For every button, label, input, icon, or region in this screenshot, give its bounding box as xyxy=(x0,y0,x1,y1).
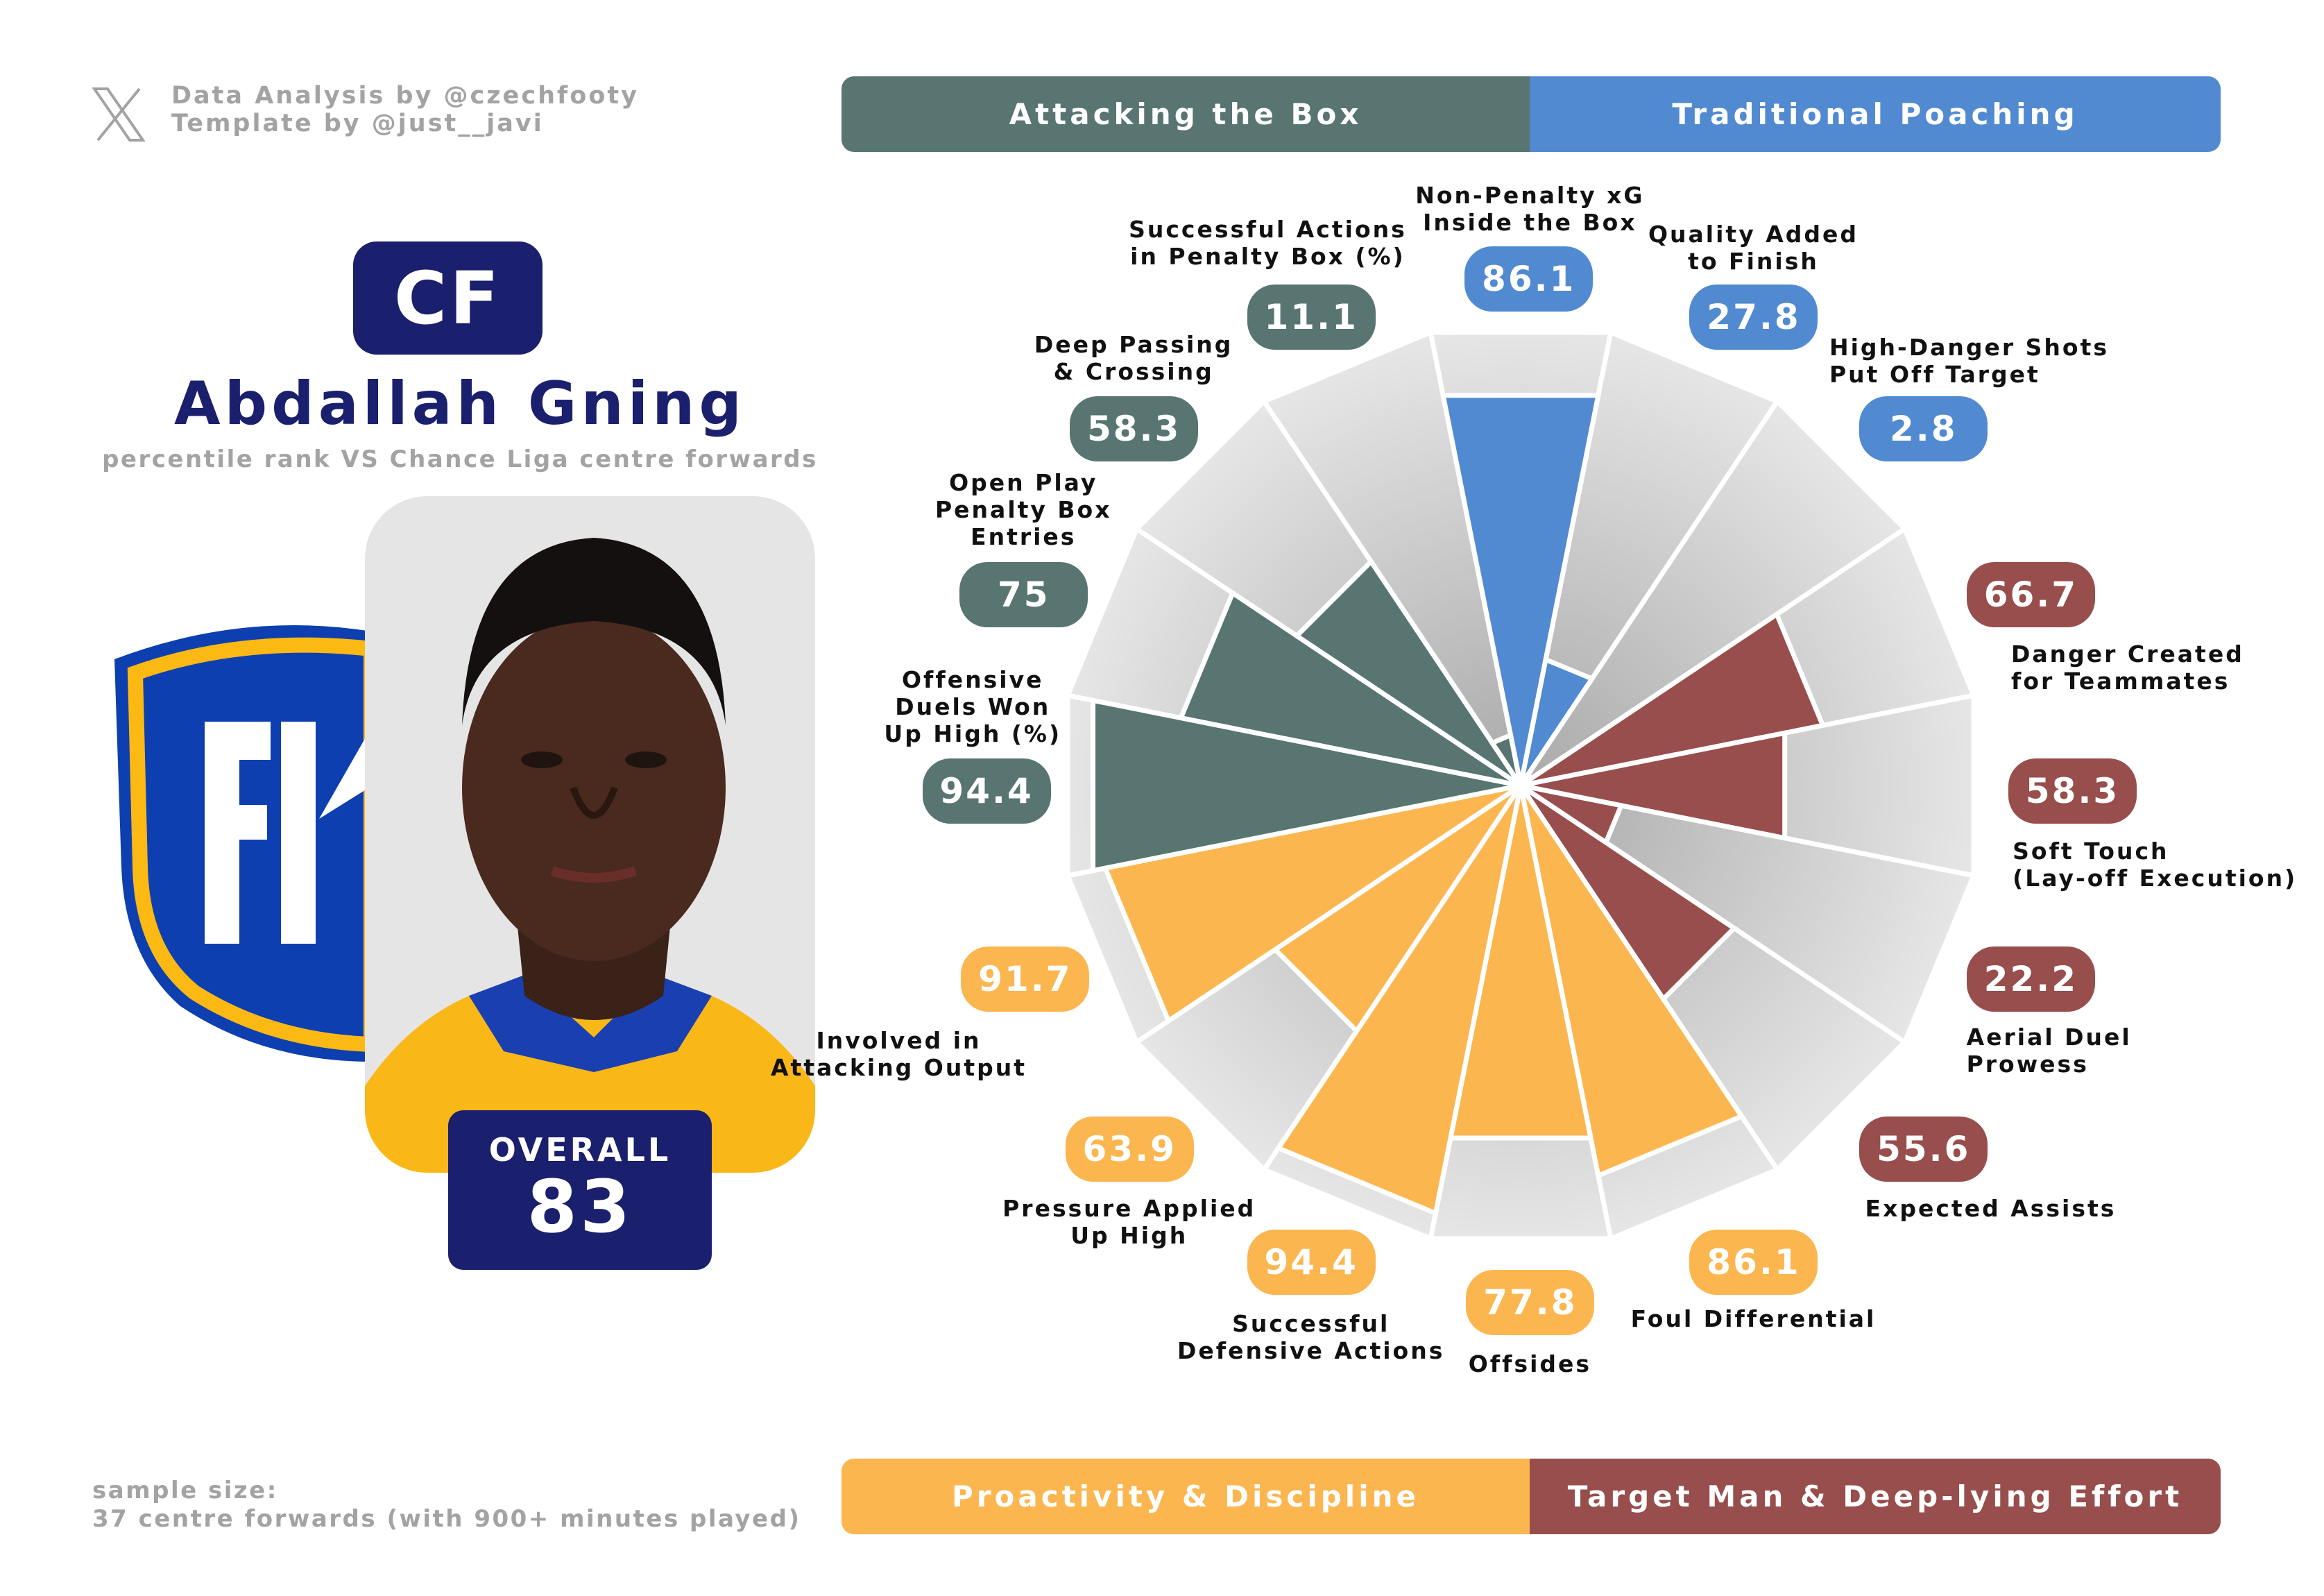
overall-label: OVERALL xyxy=(488,1131,672,1169)
metric-label: Non-Penalty xG Inside the Box xyxy=(1415,181,1645,236)
metric-label: Aerial Duel Prowess xyxy=(1966,1024,2132,1078)
metric-value-pill: 11.1 xyxy=(1247,285,1376,350)
metric-value-pill: 75 xyxy=(959,561,1088,627)
metric-label: Involved in Attacking Output xyxy=(771,1026,1027,1081)
credits: Data Analysis by @czechfooty Template by… xyxy=(171,82,639,137)
metric-value-pill: 63.9 xyxy=(1065,1116,1194,1182)
value-wedge xyxy=(1518,656,1596,787)
value-wedge xyxy=(1520,730,1788,841)
credit-analysis: Data Analysis by @czechfooty xyxy=(171,82,639,110)
metric-value-pill: 2.8 xyxy=(1859,396,1988,462)
metric-label: Offensive Duels Won Up High (%) xyxy=(884,665,1062,747)
metric-value-pill: 27.8 xyxy=(1689,285,1818,350)
category-banner-target-man: Target Man & Deep-lying Effort xyxy=(1530,1459,2221,1534)
metric-value-pill: 91.7 xyxy=(961,946,1090,1012)
metric-value-pill: 94.4 xyxy=(922,758,1051,824)
metric-value-pill: 58.3 xyxy=(2008,758,2137,824)
sample-size-label: sample size: xyxy=(92,1477,278,1504)
value-wedge xyxy=(1488,731,1523,787)
x-logo-icon xyxy=(92,87,145,142)
position-badge: CF xyxy=(353,241,542,355)
metric-label: Pressure Applied Up High xyxy=(1002,1195,1256,1250)
metric-label: Deep Passing & Crossing xyxy=(1034,330,1233,385)
sample-size: sample size: 37 centre forwards (with 90… xyxy=(92,1477,801,1534)
value-wedge xyxy=(1439,393,1602,786)
metric-label: Danger Created for Teammates xyxy=(2010,640,2244,695)
credit-template: Template by @just__javi xyxy=(171,110,544,137)
category-banner-proactivity: Proactivity & Discipline xyxy=(841,1459,1530,1534)
metric-value-pill: 58.3 xyxy=(1070,396,1199,462)
metric-label: Soft Touch (Lay-off Execution) xyxy=(2013,837,2298,892)
metric-label: Foul Differential xyxy=(1630,1305,1877,1333)
metric-value-pill: 86.1 xyxy=(1689,1229,1818,1295)
category-banner-attacking: Attacking the Box xyxy=(841,76,1530,152)
metric-label: High-Danger Shots Put Off Target xyxy=(1829,334,2110,389)
metric-value-pill: 55.6 xyxy=(1859,1116,1988,1182)
player-name: Abdallah Gning xyxy=(174,369,746,439)
metric-value-pill: 22.2 xyxy=(1966,946,2095,1012)
metric-value-pill: 77.8 xyxy=(1466,1269,1595,1335)
value-wedge xyxy=(1292,557,1523,788)
metric-value-pill: 94.4 xyxy=(1247,1229,1376,1295)
metric-label: Quality Added to Finish xyxy=(1648,220,1859,275)
subtitle: percentile rank VS Chance Liga centre fo… xyxy=(102,445,818,473)
metric-label: Expected Assists xyxy=(1865,1195,2117,1223)
overall-rating-box: OVERALL 83 xyxy=(448,1110,712,1270)
category-banner-poaching: Traditional Poaching xyxy=(1530,76,2221,152)
overall-value: 83 xyxy=(527,1164,633,1249)
metric-label: Successful Actions in Penalty Box (%) xyxy=(1129,216,1407,271)
metric-value-pill: 66.7 xyxy=(1966,561,2095,627)
metric-label: Successful Defensive Actions xyxy=(1177,1309,1445,1364)
metric-value-pill: 86.1 xyxy=(1464,246,1594,312)
metric-label: Open Play Penalty Box Entries xyxy=(934,469,1112,551)
club-logo xyxy=(114,625,375,1062)
metric-label: Offsides xyxy=(1468,1350,1592,1377)
sample-size-value: 37 centre forwards (with 900+ minutes pl… xyxy=(92,1505,801,1533)
